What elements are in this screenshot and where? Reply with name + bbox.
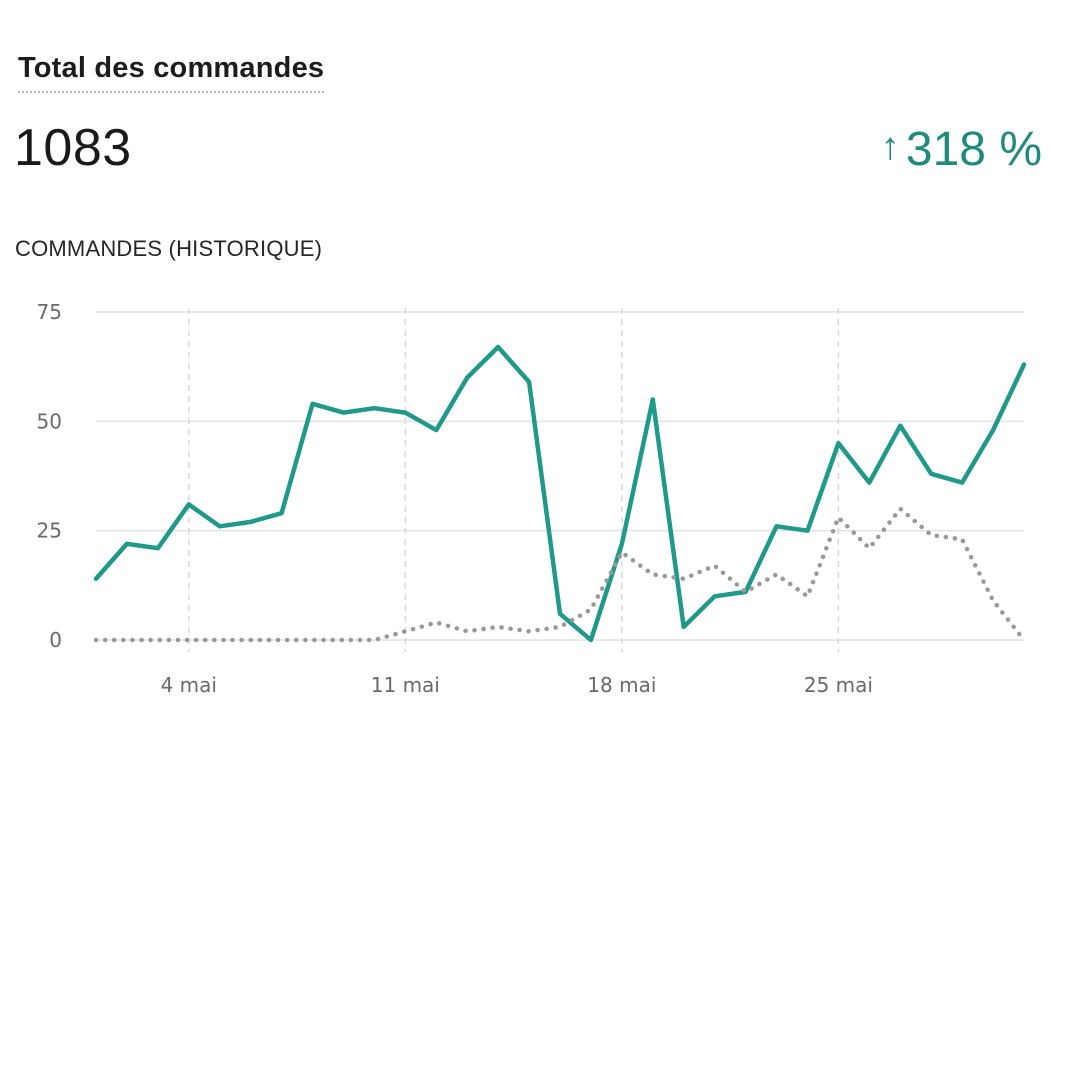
current-period-line: [93, 344, 1027, 643]
chart-heading: COMMANDES (HISTORIQUE): [15, 236, 323, 261]
x-tick-label: 25 mai: [804, 673, 873, 697]
x-tick-label: 4 mai: [161, 673, 217, 697]
y-tick-label: 75: [37, 300, 62, 324]
x-tick-label: 11 mai: [371, 673, 440, 697]
orders-history-chart: 0 25 50 75 4 mai 11 mai 18 mai 25 mai: [37, 300, 1027, 697]
previous-period-line: [93, 506, 1027, 643]
arrow-up-icon: ↑: [880, 125, 900, 168]
change-percentage: 318 %: [905, 123, 1042, 176]
x-tick-label: 18 mai: [587, 673, 656, 697]
y-tick-label: 50: [37, 409, 62, 433]
total-orders-value: 1083: [14, 119, 132, 177]
y-tick-label: 25: [37, 519, 62, 543]
card-title[interactable]: Total des commandes: [18, 52, 325, 93]
y-tick-label: 0: [49, 628, 62, 652]
change-indicator: ↑ 318 %: [881, 122, 1042, 177]
